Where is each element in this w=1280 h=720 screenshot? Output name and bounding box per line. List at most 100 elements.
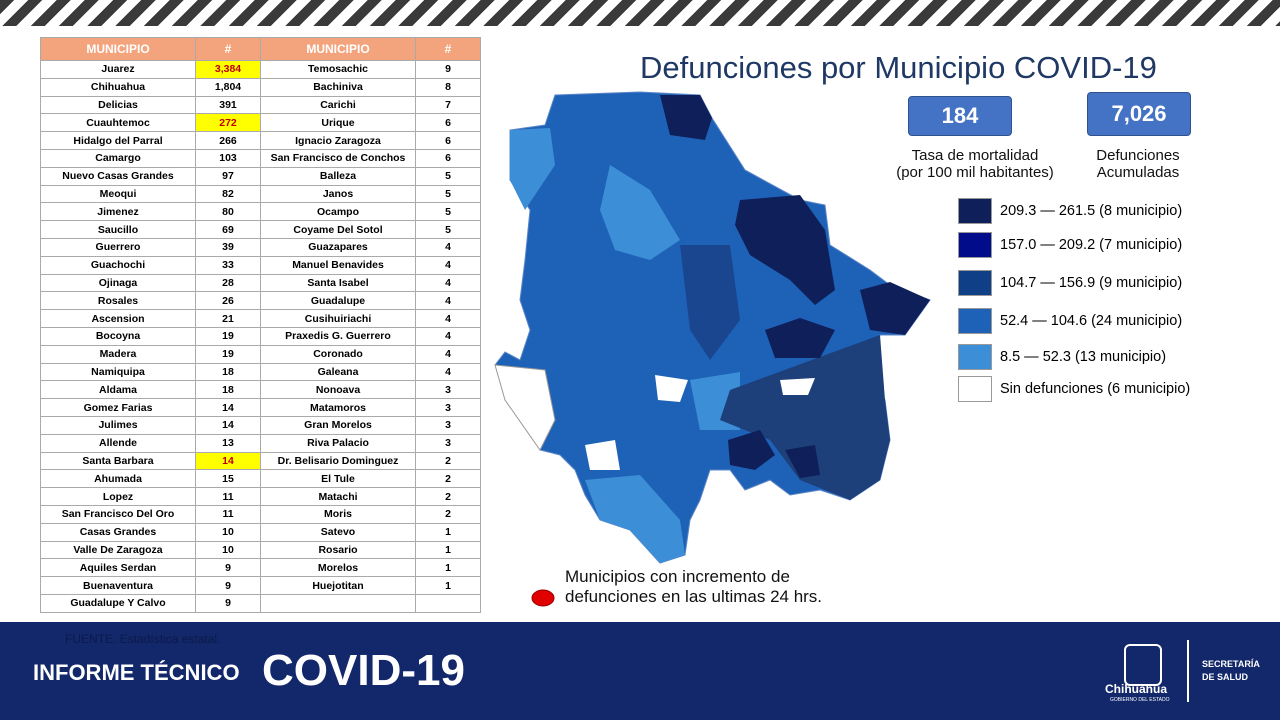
region-darkest bbox=[785, 445, 820, 478]
divider bbox=[1187, 640, 1189, 702]
state-name: Chihuahua bbox=[1105, 682, 1167, 696]
region-light bbox=[510, 128, 555, 210]
total-label-1: Defunciones bbox=[1096, 147, 1180, 164]
table-row: Julimes 14 Gran Morelos 3 bbox=[40, 415, 481, 435]
name-cell: Galeana bbox=[260, 362, 416, 382]
ministry: SECRETARÍA DE SALUD bbox=[1202, 658, 1260, 684]
table-row: Namiquipa 18 Galeana 4 bbox=[40, 362, 481, 382]
name-cell: Cuauhtemoc bbox=[40, 113, 196, 133]
header-cell: # bbox=[195, 37, 261, 61]
region-darkest bbox=[728, 430, 775, 470]
table-row: Cuauhtemoc 272 Urique 6 bbox=[40, 113, 481, 133]
total-box: 7,026 bbox=[1087, 92, 1191, 136]
name-cell: Satevo bbox=[260, 522, 416, 542]
map bbox=[494, 91, 931, 607]
region-darkest bbox=[660, 95, 712, 140]
report-label: INFORME TÉCNICO bbox=[33, 660, 240, 685]
region-none bbox=[585, 440, 620, 470]
name-cell: Meoqui bbox=[40, 184, 196, 204]
ministry-1: SECRETARÍA bbox=[1202, 659, 1260, 669]
count-cell: 14 bbox=[195, 451, 261, 471]
name-cell: Guadalupe Y Calvo bbox=[40, 593, 196, 613]
region-none bbox=[780, 378, 815, 395]
deaths-table: MUNICIPIO # MUNICIPIO # Juarez 3,384 Temosachi… bbox=[40, 37, 481, 613]
covid-label: COVID-19 bbox=[262, 646, 465, 695]
source: FUENTE: Estadística estatal. bbox=[65, 632, 221, 646]
table-row: Camargo 103 San Francisco de Conchos 6 bbox=[40, 148, 481, 168]
name-cell: Saucillo bbox=[40, 220, 196, 239]
name-cell: Guerrero bbox=[40, 237, 196, 257]
header-cell: # bbox=[415, 37, 481, 61]
table-row: Ahumada 15 El Tule 2 bbox=[40, 469, 481, 489]
legend-item: Sin defunciones (6 municipio) bbox=[958, 376, 1278, 402]
state-sub: GOBIERNO DEL ESTADO bbox=[1110, 697, 1170, 703]
legend-swatch bbox=[958, 232, 992, 258]
note-2: defunciones en las ultimas 24 hrs. bbox=[565, 587, 823, 606]
rate-caption: Tasa de mortalidad (por 100 mil habitante… bbox=[880, 147, 1070, 181]
footer: FUENTE: Estadística estatal. INFORME TÉC… bbox=[0, 622, 1280, 720]
table-row: Aquiles Serdan 9 Morelos 1 bbox=[40, 558, 481, 578]
legend-item: 104.7 — 156.9 (9 municipio) bbox=[958, 270, 1278, 296]
legend-label: 52.4 — 104.6 (24 municipio) bbox=[1000, 313, 1183, 329]
legend-item: 209.3 — 261.5 (8 municipio) bbox=[958, 198, 1278, 224]
region-darkest bbox=[765, 318, 835, 358]
legend-label: Sin defunciones (6 municipio) bbox=[1000, 381, 1191, 397]
table-row: Aldama 18 Nonoava 3 bbox=[40, 380, 481, 400]
table-row: Guadalupe Y Calvo 9 bbox=[40, 593, 481, 613]
legend-item: 52.4 — 104.6 (24 municipio) bbox=[958, 308, 1278, 334]
legend-label: 157.0 — 209.2 (7 municipio) bbox=[1000, 237, 1183, 253]
count-cell: 266 bbox=[195, 131, 261, 150]
table-row: Jimenez 80 Ocampo 5 bbox=[40, 202, 481, 222]
total-label-2: Acumuladas bbox=[1096, 164, 1180, 181]
rate-box: 184 bbox=[908, 96, 1012, 136]
rate-label-2: (por 100 mil habitantes) bbox=[896, 164, 1054, 181]
table-row: Gomez Farias 14 Matamoros 3 bbox=[40, 398, 481, 417]
name-cell: Nonoava bbox=[260, 380, 416, 400]
legend-swatch bbox=[958, 376, 992, 402]
count-cell bbox=[415, 593, 481, 613]
name-cell: Gran Morelos bbox=[260, 415, 416, 435]
region-mid bbox=[680, 245, 740, 360]
legend-label: 104.7 — 156.9 (9 municipio) bbox=[1000, 275, 1183, 291]
table-row: Valle De Zaragoza 10 Rosario 1 bbox=[40, 540, 481, 560]
region-dark bbox=[720, 335, 890, 500]
legend-item: 157.0 — 209.2 (7 municipio) bbox=[958, 232, 1278, 258]
total-caption: Defunciones Acumuladas bbox=[1068, 147, 1208, 181]
legend-swatch bbox=[958, 270, 992, 296]
title: Defunciones por Municipio COVID-19 bbox=[640, 50, 1157, 85]
table-row: Madera 19 Coronado 4 bbox=[40, 344, 481, 364]
table-row: Bocoyna 19 Praxedis G. Guerrero 4 bbox=[40, 326, 481, 346]
table-row: Juarez 3,384 Temosachic 9 bbox=[40, 60, 481, 79]
ministry-2: DE SALUD bbox=[1202, 672, 1249, 682]
region-none bbox=[494, 364, 556, 451]
legend-item: 8.5 — 52.3 (13 municipio) bbox=[958, 344, 1278, 370]
name-cell: Carichi bbox=[260, 95, 416, 115]
table-row: Buenaventura 9 Huejotitan 1 bbox=[40, 576, 481, 595]
legend-label: 8.5 — 52.3 (13 municipio) bbox=[1000, 349, 1167, 365]
legend-label: 209.3 — 261.5 (8 municipio) bbox=[1000, 203, 1183, 219]
note: Municipios con incremento de defunciones … bbox=[565, 567, 822, 607]
table-row: Guerrero 39 Guazapares 4 bbox=[40, 237, 481, 257]
count-cell: 2 bbox=[415, 451, 481, 471]
legend-swatch bbox=[958, 198, 992, 224]
count-cell: 2 bbox=[415, 469, 481, 489]
region-none bbox=[655, 375, 688, 402]
rate-label-1: Tasa de mortalidad bbox=[911, 147, 1039, 164]
name-cell: Nuevo Casas Grandes bbox=[40, 166, 196, 186]
legend-swatch bbox=[958, 344, 992, 370]
region-darkest bbox=[860, 282, 930, 335]
region-darkest bbox=[735, 195, 835, 305]
legend-swatch bbox=[958, 308, 992, 334]
region-light bbox=[585, 475, 685, 563]
name-cell: Juarez bbox=[40, 60, 196, 79]
header-cell: MUNICIPIO bbox=[260, 37, 416, 61]
name-cell: San Francisco de Conchos bbox=[260, 148, 416, 168]
name-cell: Ignacio Zaragoza bbox=[260, 131, 416, 150]
name-cell: Camargo bbox=[40, 148, 196, 168]
logo-shield bbox=[1124, 644, 1162, 686]
name-cell: Madera bbox=[40, 344, 196, 364]
region-light bbox=[600, 165, 680, 260]
hatch-stripe bbox=[0, 0, 1280, 26]
red-dot bbox=[531, 589, 555, 607]
